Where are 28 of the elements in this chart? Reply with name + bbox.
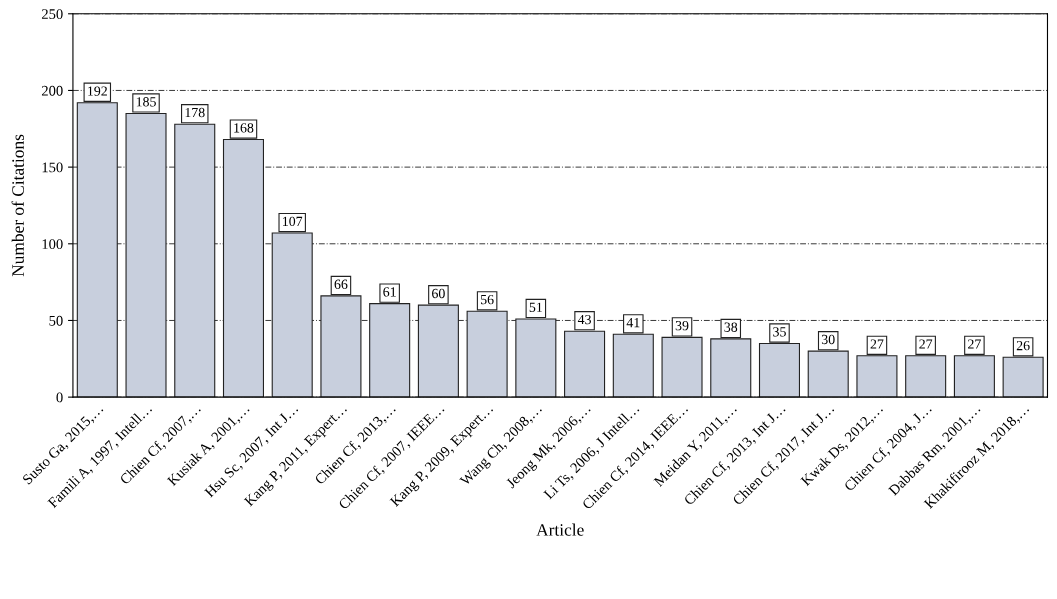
y-tick-label: 0 <box>56 392 63 403</box>
data-label: 185 <box>136 97 156 107</box>
data-label: 27 <box>870 339 884 349</box>
y-tick-label: 50 <box>49 315 63 326</box>
data-label: 61 <box>383 287 396 297</box>
data-label: 26 <box>1016 340 1030 351</box>
y-tick-label: 200 <box>41 85 63 96</box>
y-axis-title: Number of Citations <box>11 134 24 277</box>
data-label: 30 <box>821 334 835 345</box>
data-label: 38 <box>724 322 738 332</box>
data-label: 27 <box>968 339 981 349</box>
data-label: 66 <box>334 279 348 289</box>
data-label: 35 <box>773 327 786 337</box>
data-label: 39 <box>675 321 689 331</box>
data-label: 56 <box>480 294 494 305</box>
data-label: 60 <box>432 288 445 299</box>
data-label: 178 <box>185 107 205 118</box>
data-label: 41 <box>626 317 640 328</box>
y-tick-label: 100 <box>42 239 63 249</box>
data-label: 51 <box>529 302 542 312</box>
y-tick-label: 150 <box>42 162 63 173</box>
data-label: 43 <box>577 314 591 325</box>
data-label: 168 <box>234 123 254 133</box>
data-label: 107 <box>283 216 303 227</box>
data-label: 27 <box>919 339 933 349</box>
data-label: 192 <box>88 86 107 96</box>
x-axis-title: Article <box>536 523 584 536</box>
y-tick-label: 250 <box>41 9 63 19</box>
